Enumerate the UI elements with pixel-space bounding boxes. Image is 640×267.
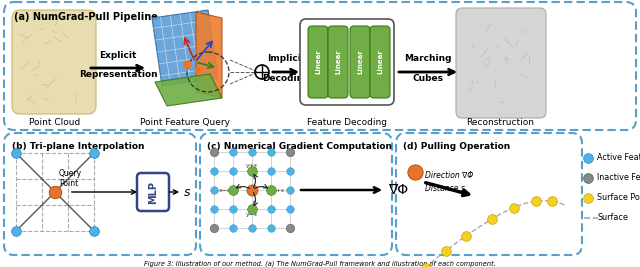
Text: Surface Points: Surface Points (597, 194, 640, 202)
FancyBboxPatch shape (4, 133, 196, 255)
Text: Direction ∇Φ: Direction ∇Φ (425, 171, 473, 180)
Text: Linear: Linear (377, 50, 383, 74)
Text: Inactive Feature: Inactive Feature (597, 174, 640, 183)
Text: (c) Numerical Gradient Computation: (c) Numerical Gradient Computation (207, 142, 392, 151)
Text: (d) Pulling Operation: (d) Pulling Operation (403, 142, 510, 151)
Polygon shape (155, 74, 222, 106)
Text: Representation: Representation (79, 70, 157, 79)
FancyBboxPatch shape (12, 10, 96, 114)
FancyBboxPatch shape (328, 26, 348, 98)
Text: s: s (184, 186, 191, 198)
Text: y+ε: y+ε (246, 163, 258, 168)
Text: Reconstruction: Reconstruction (466, 118, 534, 127)
FancyBboxPatch shape (300, 19, 394, 105)
Text: x+ε: x+ε (273, 187, 285, 193)
Text: Query
Point: Query Point (59, 168, 82, 188)
Text: Distance s: Distance s (425, 184, 465, 193)
FancyBboxPatch shape (200, 133, 392, 255)
FancyBboxPatch shape (308, 26, 328, 98)
FancyBboxPatch shape (396, 133, 582, 255)
FancyBboxPatch shape (4, 2, 636, 130)
FancyBboxPatch shape (137, 173, 169, 211)
Text: Linear: Linear (315, 50, 321, 74)
Text: x−ε: x−ε (219, 187, 231, 193)
Polygon shape (196, 12, 222, 98)
Text: Figure 3: Illustration of our method. (a) The NumGrad-Pull framework and illustr: Figure 3: Illustration of our method. (a… (144, 260, 496, 267)
Text: Implicit: Implicit (267, 54, 305, 63)
FancyBboxPatch shape (350, 26, 370, 98)
Text: Active Feature: Active Feature (597, 154, 640, 163)
FancyBboxPatch shape (370, 26, 390, 98)
Text: Explicit: Explicit (99, 51, 137, 60)
Text: (a) NumGrad-Pull Pipeline: (a) NumGrad-Pull Pipeline (14, 12, 158, 22)
Text: Feature Decoding: Feature Decoding (307, 118, 387, 127)
Text: Decoding: Decoding (262, 74, 310, 83)
Text: ∇Φ: ∇Φ (388, 183, 408, 197)
Polygon shape (152, 10, 218, 86)
FancyBboxPatch shape (456, 8, 546, 118)
Text: Surface: Surface (597, 214, 628, 222)
Text: Linear: Linear (335, 50, 341, 74)
Text: (b) Tri-plane Interpolation: (b) Tri-plane Interpolation (12, 142, 145, 151)
Text: Cubes: Cubes (413, 74, 444, 83)
Text: Marching: Marching (404, 54, 452, 63)
Text: Point Cloud: Point Cloud (29, 118, 81, 127)
Text: MLP: MLP (148, 180, 158, 203)
Text: Point Feature Query: Point Feature Query (140, 118, 230, 127)
Text: y−ε: y−ε (246, 212, 258, 217)
Text: Linear: Linear (357, 50, 363, 74)
